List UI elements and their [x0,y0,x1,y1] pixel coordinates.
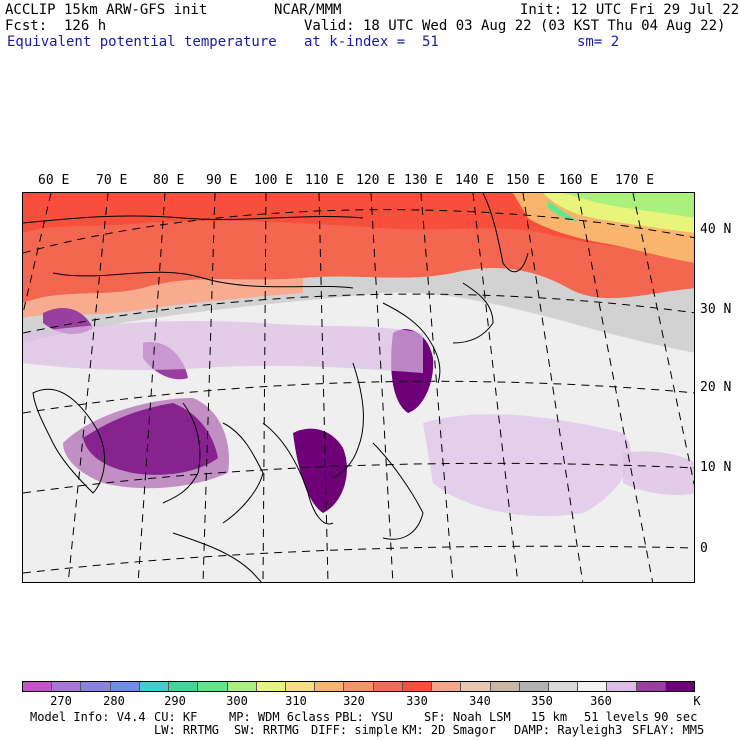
lat-label: 40 N [700,222,732,237]
colorbar-swatch [578,682,608,691]
footer-sflay: SFLAY: MM5 [632,723,705,737]
colorbar-unit: K [693,694,701,708]
footer-km: KM: 2D Smagor [402,723,496,737]
lon-label: 170 E [615,173,655,188]
lon-label: 150 E [506,173,546,188]
footer-mp: MP: WDM 6class [229,710,331,724]
lat-label: 0 [700,541,708,556]
colorbar-tick: 290 [164,694,186,708]
lon-label: 100 E [254,173,294,188]
footer-timestep: 90 sec [654,710,698,724]
colorbar-tick: 340 [469,694,491,708]
colorbar-tick: 310 [285,694,307,708]
colorbar-swatch [519,682,549,691]
colorbar-swatch [548,682,579,691]
lon-label: 70 E [96,173,128,188]
lon-label: 80 E [153,173,185,188]
field-name: Equivalent potential temperature [7,34,277,50]
colorbar-swatch [344,682,374,691]
colorbar-swatch [665,682,695,691]
footer-cu: CU: KF [154,710,198,724]
footer-sf: SF: Noah LSM [424,710,511,724]
map-panel [22,192,695,583]
lat-label: 20 N [700,380,732,395]
lat-label: 30 N [700,302,732,317]
colorbar-swatch [81,682,111,691]
colorbar-tick: 350 [531,694,553,708]
lon-label: 90 E [206,173,238,188]
colorbar-tick: 360 [590,694,612,708]
footer-sw: SW: RRTMG [234,723,300,737]
model-title: ACCLIP 15km ARW-GFS init [5,2,208,18]
footer-resolution: 15 km [531,710,568,724]
lat-label: 10 N [700,460,732,475]
colorbar-swatch [110,682,140,691]
footer-damp: DAMP: Rayleigh3 [514,723,623,737]
theta-e-field [23,193,694,582]
colorbar-swatch [285,682,316,691]
colorbar-tick: 320 [343,694,365,708]
lon-label: 130 E [404,173,444,188]
colorbar-swatch [52,682,82,691]
lon-label: 120 E [356,173,396,188]
institution-label: NCAR/MMM [274,2,342,18]
lon-label: 160 E [559,173,599,188]
lon-label: 110 E [305,173,345,188]
lon-label: 140 E [455,173,495,188]
colorbar-tick: 280 [103,694,125,708]
valid-time: Valid: 18 UTC Wed 03 Aug 22 (03 KST Thu … [304,18,726,34]
lon-label: 60 E [38,173,70,188]
colorbar-swatch [432,682,462,691]
colorbar-swatch [169,682,199,691]
colorbar-swatch [198,682,228,691]
colorbar-swatch [607,682,637,691]
footer-diff: DIFF: simple [311,723,398,737]
colorbar-swatch [256,682,286,691]
colorbar-swatch [227,682,257,691]
init-time: Init: 12 UTC Fri 29 Jul 22 [520,2,740,18]
colorbar-tick: 270 [50,694,72,708]
colorbar-swatch [461,682,491,691]
colorbar-swatch [490,682,520,691]
colorbar-tick: 300 [226,694,248,708]
colorbar-swatch [636,682,666,691]
smoothing-label: sm= 2 [577,34,620,50]
level-label: at k-index = 51 [304,34,439,50]
colorbar-swatch [23,682,53,691]
colorbar-swatch [402,682,433,691]
colorbar-swatch [373,682,403,691]
footer-lw: LW: RRTMG [154,723,220,737]
colorbar-swatch [315,682,345,691]
colorbar-swatch [139,682,170,691]
footer-model-info: Model Info: V4.4 [30,710,146,724]
footer-pbl: PBL: YSU [335,710,393,724]
colorbar-tick: 330 [406,694,428,708]
colorbar [22,681,695,692]
footer-levels: 51 levels [584,710,650,724]
forecast-hour: Fcst: 126 h [5,18,107,34]
